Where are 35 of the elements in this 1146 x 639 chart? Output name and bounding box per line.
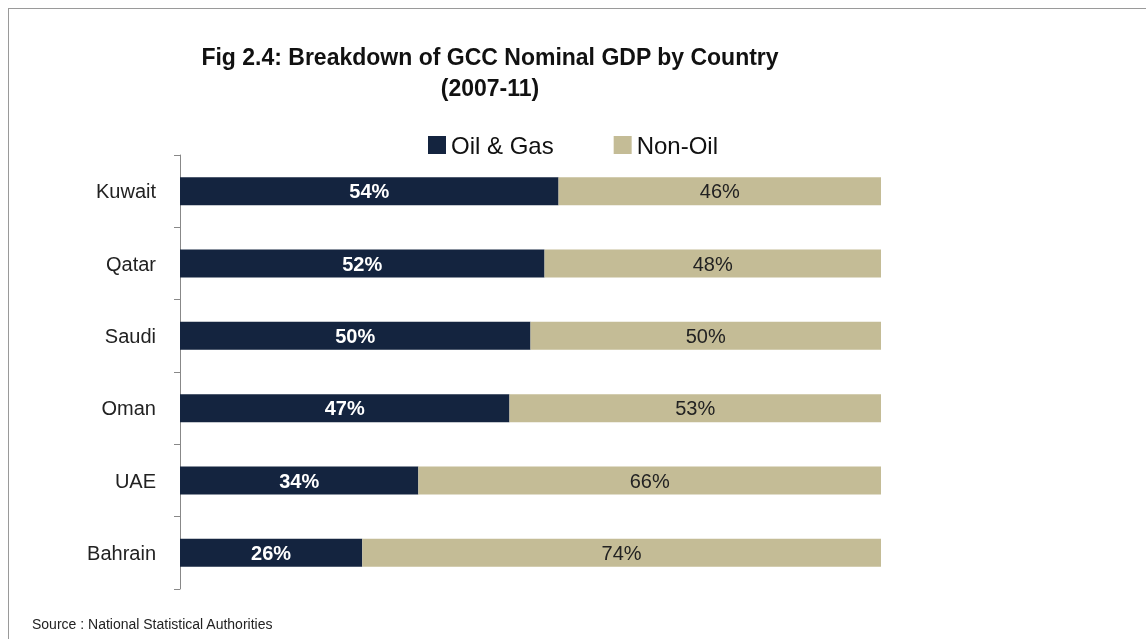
bar	[180, 394, 510, 423]
data-label: 34%	[279, 469, 320, 492]
chart-title: Fig 2.4: Breakdown of GCC Nominal GDP by Country	[201, 43, 779, 70]
data-label: 48%	[692, 252, 733, 275]
y-tick-label: Bahrain	[87, 541, 156, 564]
bar	[180, 466, 419, 495]
y-tick-label: Qatar	[105, 252, 157, 275]
bar	[180, 321, 531, 350]
bar	[544, 249, 881, 278]
bar	[418, 466, 881, 495]
source-note: Source : National Statistical Authorities	[32, 616, 273, 632]
bar	[180, 177, 559, 206]
data-label: 74%	[601, 541, 642, 564]
bar	[509, 394, 881, 423]
data-label: 54%	[349, 180, 390, 203]
data-label: 53%	[675, 397, 716, 420]
legend-label: Non-Oil	[636, 131, 719, 159]
y-tick-label: Saudi	[104, 324, 156, 347]
bar	[530, 321, 881, 350]
y-tick-label: UAE	[114, 469, 156, 492]
bar	[180, 538, 363, 567]
data-label: 46%	[699, 180, 740, 203]
data-label: 52%	[342, 252, 383, 275]
bar	[362, 538, 881, 567]
y-tick-label: Oman	[101, 397, 156, 420]
data-label: 50%	[685, 324, 726, 347]
data-label: 66%	[629, 469, 670, 492]
data-label: 50%	[335, 324, 376, 347]
data-label: 47%	[324, 397, 365, 420]
data-label: 26%	[251, 541, 292, 564]
legend-label: Oil & Gas	[450, 131, 554, 159]
chart-subtitle: (2007-11)	[440, 74, 540, 101]
bar	[180, 249, 545, 278]
bar	[558, 177, 881, 206]
y-tick-label: Kuwait	[95, 180, 157, 203]
